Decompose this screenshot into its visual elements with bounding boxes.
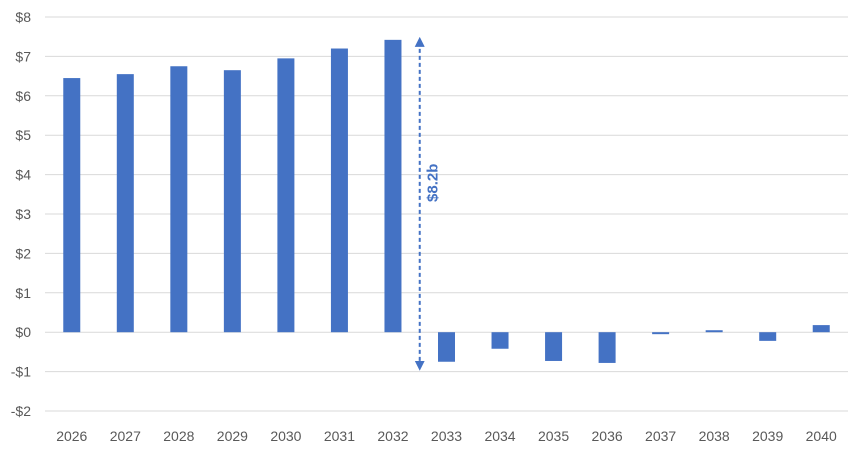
x-tick-label: 2035	[538, 428, 569, 444]
x-tick-label: 2039	[752, 428, 783, 444]
x-tick-label: 2032	[377, 428, 408, 444]
y-tick-label: $2	[15, 245, 31, 261]
y-tick-label: $0	[15, 324, 31, 340]
bar-2026	[63, 78, 81, 333]
bar-2030	[277, 58, 295, 333]
y-tick-label: $8	[15, 9, 31, 25]
x-tick-label: 2036	[592, 428, 623, 444]
x-tick-label: 2027	[110, 428, 141, 444]
y-tick-label: $5	[15, 127, 31, 143]
x-tick-label: 2038	[699, 428, 730, 444]
y-tick-label: $6	[15, 88, 31, 104]
bar-2036	[598, 332, 616, 363]
bar-2040	[812, 325, 830, 333]
bar-2035	[545, 332, 563, 361]
x-tick-label: 2028	[163, 428, 194, 444]
y-tick-label: $1	[15, 285, 31, 301]
bar-2034	[491, 332, 509, 349]
bar-2027	[116, 74, 134, 333]
y-tick-label: $4	[15, 167, 31, 183]
bar-2032	[384, 39, 402, 333]
y-tick-label: -$2	[11, 403, 31, 419]
x-tick-label: 2026	[56, 428, 87, 444]
x-tick-label: 2040	[806, 428, 837, 444]
x-tick-label: 2033	[431, 428, 462, 444]
difference-annotation: $8.2b	[414, 36, 442, 371]
difference-label: $8.2b	[425, 164, 442, 202]
x-tick-label: 2030	[270, 428, 301, 444]
x-tick-label: 2037	[645, 428, 676, 444]
bar-2028	[170, 66, 188, 333]
x-tick-label: 2034	[484, 428, 515, 444]
y-axis: $8 $7 $6 $5 $4 $3 $2 $1 $0 -$1 -$2	[11, 9, 31, 419]
x-tick-label: 2031	[324, 428, 355, 444]
bars	[63, 39, 830, 363]
bar-2029	[223, 70, 241, 333]
bar-2038	[705, 330, 723, 333]
bar-2033	[438, 332, 455, 362]
bar-2037	[652, 332, 670, 335]
y-tick-label: $3	[15, 206, 31, 222]
x-tick-label: 2029	[217, 428, 248, 444]
bar-2039	[759, 332, 777, 341]
y-tick-label: -$1	[11, 364, 31, 380]
x-axis: 2026 2027 2028 2029 2030 2031 2032 2033 2034 2035…	[56, 428, 837, 444]
bar-2031	[330, 48, 348, 333]
y-tick-label: $7	[15, 48, 31, 64]
